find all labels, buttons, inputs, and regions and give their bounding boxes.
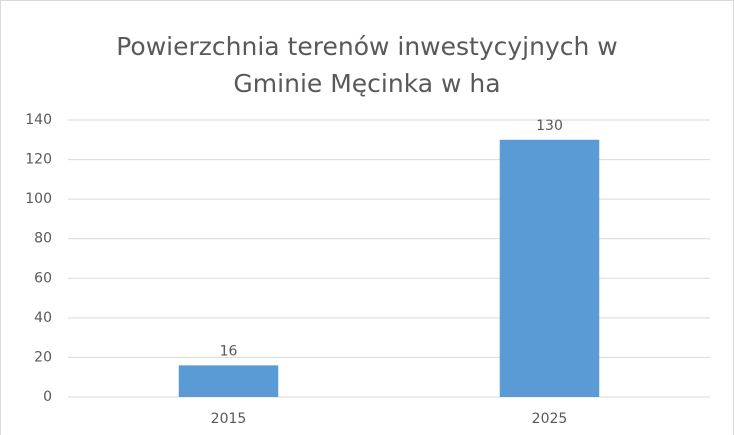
y-tick-label: 20 — [34, 349, 52, 365]
y-tick-label: 120 — [25, 152, 52, 168]
y-tick-label: 100 — [25, 191, 52, 207]
bar — [499, 139, 600, 398]
y-tick-label: 40 — [34, 310, 52, 326]
x-tick-label: 2025 — [532, 411, 568, 427]
data-label: 16 — [220, 343, 238, 359]
y-tick-label: 80 — [34, 231, 52, 247]
x-tick-label: 2015 — [211, 411, 247, 427]
data-label: 130 — [536, 118, 563, 134]
bar — [178, 365, 279, 397]
y-tick-label: 0 — [43, 389, 52, 405]
y-tick-label: 60 — [34, 270, 52, 286]
chart-title: Powierzchnia terenów inwestycyjnych w Gm… — [116, 32, 618, 98]
y-tick-label: 140 — [25, 112, 52, 128]
